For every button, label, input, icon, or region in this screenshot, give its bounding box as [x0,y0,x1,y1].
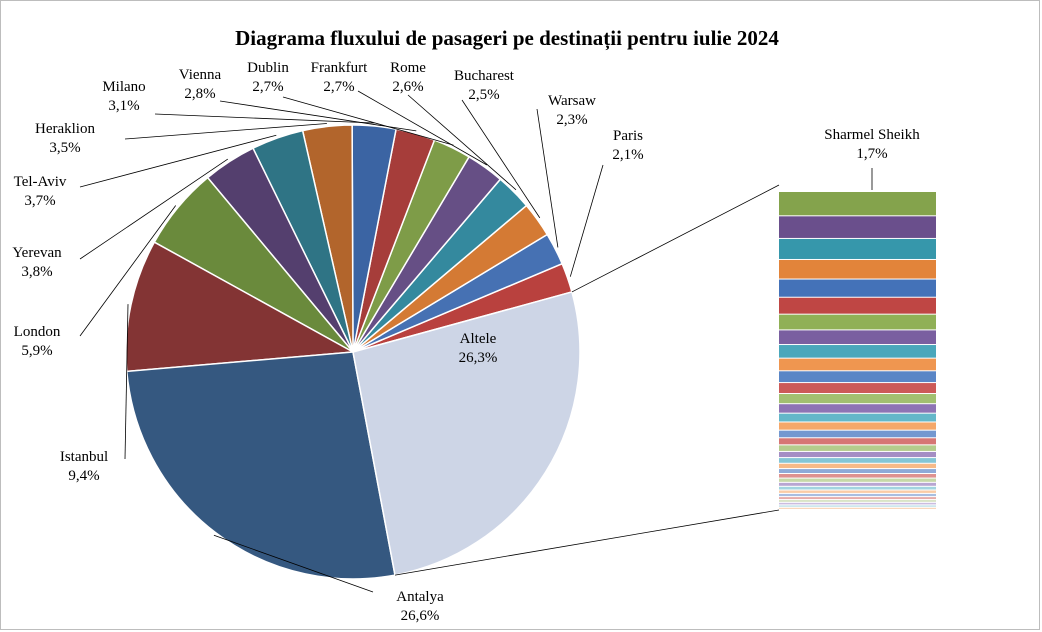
slice-label-milano: Milano [102,79,145,95]
slice-value-tel-aviv: 3,7% [24,193,55,209]
slice-label-antalya: Antalya [396,589,444,605]
bar-segment [779,451,936,458]
leader-line [154,113,375,124]
bar-segment [779,259,936,279]
leader-line [213,534,374,593]
slice-value-altele: 26,3% [459,350,498,366]
bar-segment [779,458,936,463]
leader-line [536,108,559,248]
bar-segment [779,413,936,422]
bar-segment [779,482,936,486]
connector-line-top [571,184,780,293]
bar-segment [779,345,936,358]
bar-segment [779,438,936,445]
slice-value-yerevan: 3,8% [21,264,52,280]
slice-label-warsaw: Warsaw [548,93,596,109]
bar-segment [779,238,936,259]
bar-segment [779,314,936,330]
leader-line [124,123,327,140]
bar-segment [779,445,936,451]
leader-line [569,164,604,277]
bar-segment [779,383,936,394]
bar-segment [779,430,936,438]
slice-value-antalya: 26,6% [401,608,440,624]
leader-line [124,304,129,460]
connector-line-bottom [394,509,780,576]
bar-segment [779,507,936,509]
leader-line [357,90,488,166]
bar-segment [779,371,936,383]
leader-line [79,158,229,260]
bar-segment [779,469,936,473]
slice-value-paris: 2,1% [612,147,643,163]
bar-label-sharmel-sheikh: Sharmel Sheikh [824,127,920,143]
slice-label-rome: Rome [390,60,426,76]
bar-segment [779,490,936,493]
slice-value-frankfurt: 2,7% [323,79,354,95]
bar-segment [779,192,936,216]
slice-value-milano: 3,1% [108,98,139,114]
chart-title: Diagrama fluxului de pasageri pe destina… [235,26,779,50]
slice-label-istanbul: Istanbul [60,449,108,465]
leader-line [461,99,541,219]
bar-segment [779,463,936,469]
bar-segment [779,474,936,478]
bar-segment [779,297,936,314]
slice-label-bucharest: Bucharest [454,68,515,84]
slice-value-warsaw: 2,3% [556,112,587,128]
slice-label-vienna: Vienna [179,67,222,83]
slice-label-tel-aviv: Tel-Aviv [14,174,67,190]
bar-segment [779,330,936,345]
bar-segment [779,493,936,497]
slice-label-yerevan: Yerevan [12,245,62,261]
slice-value-heraklion: 3,5% [49,140,80,156]
bar-segment [779,502,936,505]
slice-value-istanbul: 9,4% [68,468,99,484]
leader-line [79,134,277,188]
bar-value-sharmel-sheikh: 1,7% [856,146,887,162]
bar-segment [779,497,936,500]
bar-segment [779,500,936,502]
slice-value-bucharest: 2,5% [468,87,499,103]
slice-label-paris: Paris [613,128,643,144]
leader-line [407,94,517,191]
leader-line [219,100,417,132]
bar-segment [779,404,936,413]
bar-segment [779,279,936,297]
slice-label-london: London [14,324,61,340]
bar-segment [779,486,936,490]
leader-line [79,205,177,337]
bar-segment [779,505,936,507]
bar-segment [779,394,936,404]
bar-segment [779,422,936,430]
slice-value-dublin: 2,7% [252,79,283,95]
slice-value-vienna: 2,8% [184,86,215,102]
bar-segment [779,358,936,371]
bar-segment [779,478,936,482]
pie-slice-altele [352,291,581,576]
slice-label-heraklion: Heraklion [35,121,95,137]
slice-label-dublin: Dublin [247,60,289,76]
slice-label-altele: Altele [460,331,497,347]
slice-value-london: 5,9% [21,343,52,359]
slice-label-frankfurt: Frankfurt [311,60,368,76]
slice-value-rome: 2,6% [392,79,423,95]
leader-line [282,96,454,146]
bar-segment [779,216,936,238]
pie-slice-antalya [126,351,396,580]
